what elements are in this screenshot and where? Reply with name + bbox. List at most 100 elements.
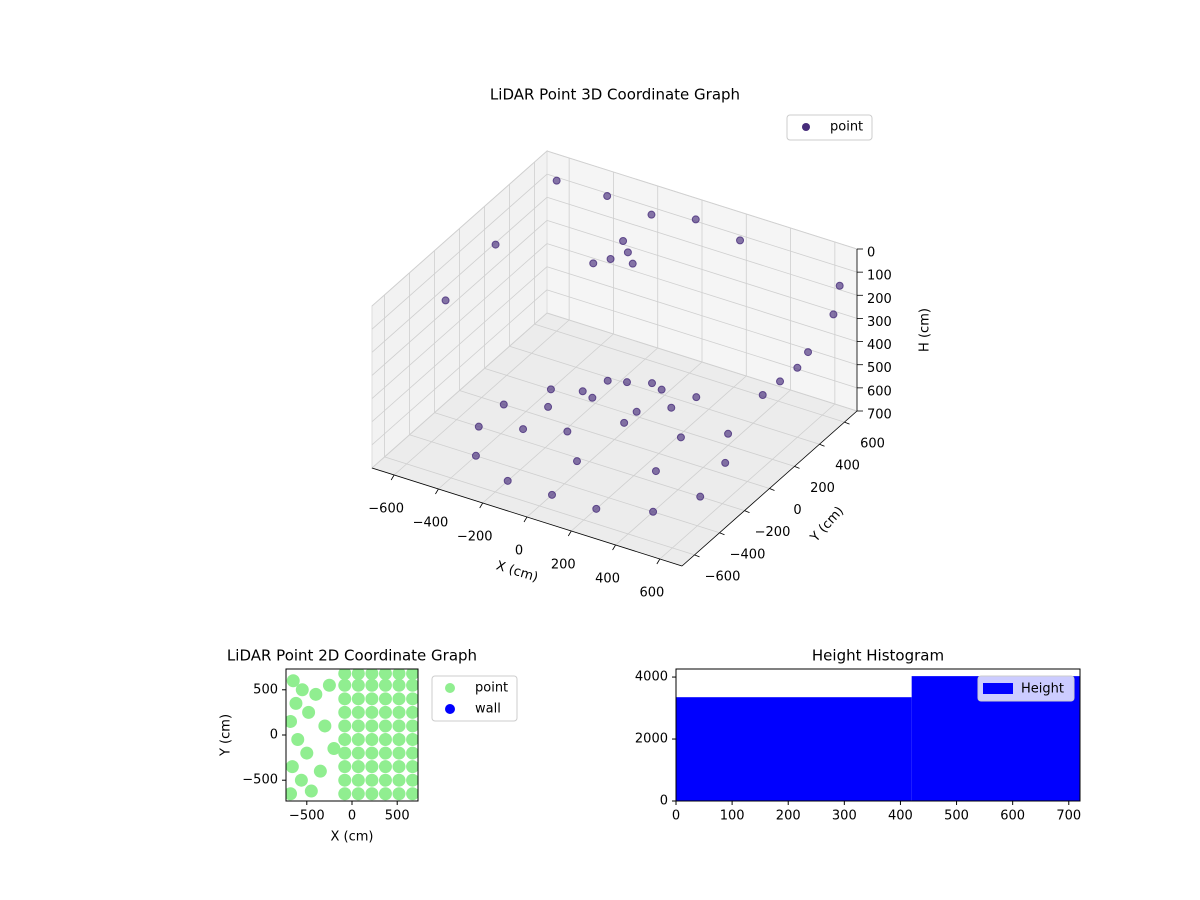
tick-mark bbox=[390, 474, 395, 481]
point bbox=[378, 669, 392, 681]
x-tick-label: 500 bbox=[944, 809, 969, 824]
point bbox=[365, 746, 379, 760]
grid-line bbox=[371, 266, 548, 423]
legend-marker bbox=[445, 683, 455, 693]
point bbox=[294, 773, 308, 787]
point bbox=[351, 692, 365, 706]
grid-line bbox=[371, 243, 548, 399]
point bbox=[351, 678, 365, 692]
y-tick-label: −200 bbox=[755, 525, 791, 540]
point bbox=[392, 787, 406, 801]
point bbox=[603, 376, 612, 385]
point bbox=[351, 733, 365, 747]
point bbox=[338, 760, 352, 774]
axes-frame bbox=[675, 668, 1081, 802]
point bbox=[351, 773, 365, 787]
grid-line bbox=[546, 173, 858, 273]
point bbox=[776, 377, 785, 386]
grid-line bbox=[484, 367, 795, 467]
legend-marker bbox=[802, 123, 810, 131]
plot-area bbox=[286, 669, 418, 801]
grid-line bbox=[509, 345, 820, 445]
point bbox=[578, 387, 587, 396]
point bbox=[691, 215, 700, 224]
point bbox=[392, 705, 406, 719]
point bbox=[318, 719, 332, 733]
point bbox=[365, 760, 379, 774]
point bbox=[392, 669, 406, 681]
point bbox=[365, 692, 379, 706]
grid-line bbox=[546, 243, 858, 342]
point bbox=[351, 705, 365, 719]
tick-mark bbox=[694, 554, 700, 558]
tick-mark bbox=[719, 532, 725, 536]
chart-title: Height Histogram bbox=[812, 647, 944, 665]
legend-box bbox=[786, 114, 873, 141]
point bbox=[829, 310, 838, 319]
tick-mark bbox=[819, 443, 825, 447]
point bbox=[351, 746, 365, 760]
y-tick-label: 4000 bbox=[635, 670, 668, 685]
point bbox=[322, 678, 336, 692]
point bbox=[406, 719, 418, 733]
y-axis-label: Y (cm) bbox=[807, 504, 847, 546]
z-tick-label: 700 bbox=[867, 408, 892, 423]
point bbox=[406, 733, 418, 747]
point bbox=[406, 746, 418, 760]
point bbox=[499, 400, 508, 409]
grid-line bbox=[371, 312, 548, 469]
point bbox=[365, 669, 379, 681]
x-tick-label: 700 bbox=[1056, 809, 1081, 824]
legend-label: point bbox=[475, 681, 508, 696]
point bbox=[623, 378, 631, 387]
legend-marker bbox=[445, 704, 455, 714]
point bbox=[696, 492, 705, 501]
y-tick-label: 200 bbox=[810, 481, 835, 496]
point bbox=[736, 236, 745, 245]
tick-mark bbox=[479, 502, 484, 509]
chart-title: LiDAR Point 3D Coordinate Graph bbox=[490, 86, 740, 104]
point bbox=[392, 746, 406, 760]
point bbox=[573, 457, 581, 466]
point bbox=[589, 259, 598, 268]
legend-box bbox=[431, 675, 518, 722]
point bbox=[365, 773, 379, 787]
x-axis-label: X (cm) bbox=[331, 830, 374, 845]
point bbox=[667, 403, 676, 412]
x-tick-label: 400 bbox=[888, 809, 913, 824]
point bbox=[563, 427, 572, 436]
y-tick-label: 0 bbox=[660, 794, 668, 809]
x-tick-label: 0 bbox=[348, 809, 356, 824]
y-tick-label: 600 bbox=[860, 437, 885, 452]
point bbox=[648, 379, 656, 388]
point bbox=[378, 760, 392, 774]
point bbox=[304, 784, 318, 798]
point bbox=[441, 296, 450, 305]
tick-mark bbox=[769, 488, 775, 491]
y-tick-label: −600 bbox=[705, 569, 741, 584]
point bbox=[758, 391, 767, 399]
point bbox=[619, 236, 628, 245]
tick-mark bbox=[844, 421, 850, 425]
grid-line bbox=[546, 312, 858, 412]
point bbox=[606, 255, 615, 263]
point bbox=[338, 719, 352, 733]
point bbox=[406, 669, 418, 681]
tick-mark bbox=[567, 530, 572, 537]
y-tick-label: 0 bbox=[793, 503, 801, 518]
point bbox=[313, 764, 327, 778]
point bbox=[378, 746, 392, 760]
z-tick-label: 400 bbox=[867, 338, 892, 353]
point bbox=[286, 787, 298, 801]
point bbox=[406, 773, 418, 787]
point bbox=[392, 733, 406, 747]
z-tick-label: 0 bbox=[867, 246, 875, 261]
y-tick-label: 400 bbox=[835, 459, 860, 474]
point bbox=[503, 476, 512, 485]
x-tick-label: −500 bbox=[289, 809, 325, 824]
grid-line bbox=[546, 150, 858, 250]
grid-line bbox=[409, 434, 720, 534]
point bbox=[378, 773, 392, 787]
